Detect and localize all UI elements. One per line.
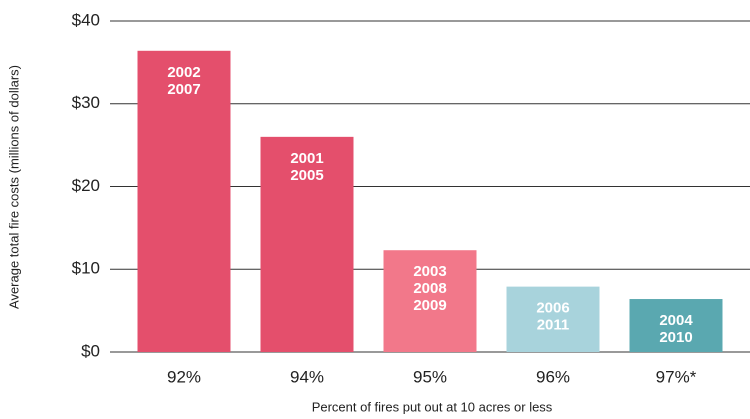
y-tick-label: $30 [72, 93, 100, 112]
bar [506, 286, 600, 352]
bar [260, 136, 354, 352]
y-tick-label: $10 [72, 259, 100, 278]
x-axis-title: Percent of fires put out at 10 acres or … [312, 399, 553, 414]
x-tick-label: 97%* [656, 367, 697, 386]
y-tick-label: $0 [81, 341, 100, 360]
bar-label: 2008 [413, 280, 446, 297]
y-tick-label: $40 [72, 10, 100, 29]
bar [137, 50, 231, 352]
x-tick-label: 95% [413, 367, 447, 386]
bar-label: 2005 [290, 167, 323, 184]
bar [629, 299, 723, 352]
x-tick-label: 92% [167, 367, 201, 386]
bar-label: 2003 [413, 263, 446, 280]
bar-label: 2011 [537, 317, 570, 334]
x-tick-label: 96% [536, 367, 570, 386]
bar-label: 2006 [536, 300, 569, 317]
bar-label: 2009 [413, 297, 446, 314]
bar-label: 2004 [659, 312, 693, 329]
x-tick-label: 94% [290, 367, 324, 386]
y-axis-title: Average total fire costs (millions of do… [6, 65, 21, 309]
bar-label: 2002 [167, 64, 200, 81]
y-tick-label: $20 [72, 176, 100, 195]
bar-label: 2007 [167, 81, 200, 98]
bar-label: 2001 [290, 150, 323, 167]
bar [383, 250, 477, 352]
bar-label: 2010 [659, 329, 692, 346]
